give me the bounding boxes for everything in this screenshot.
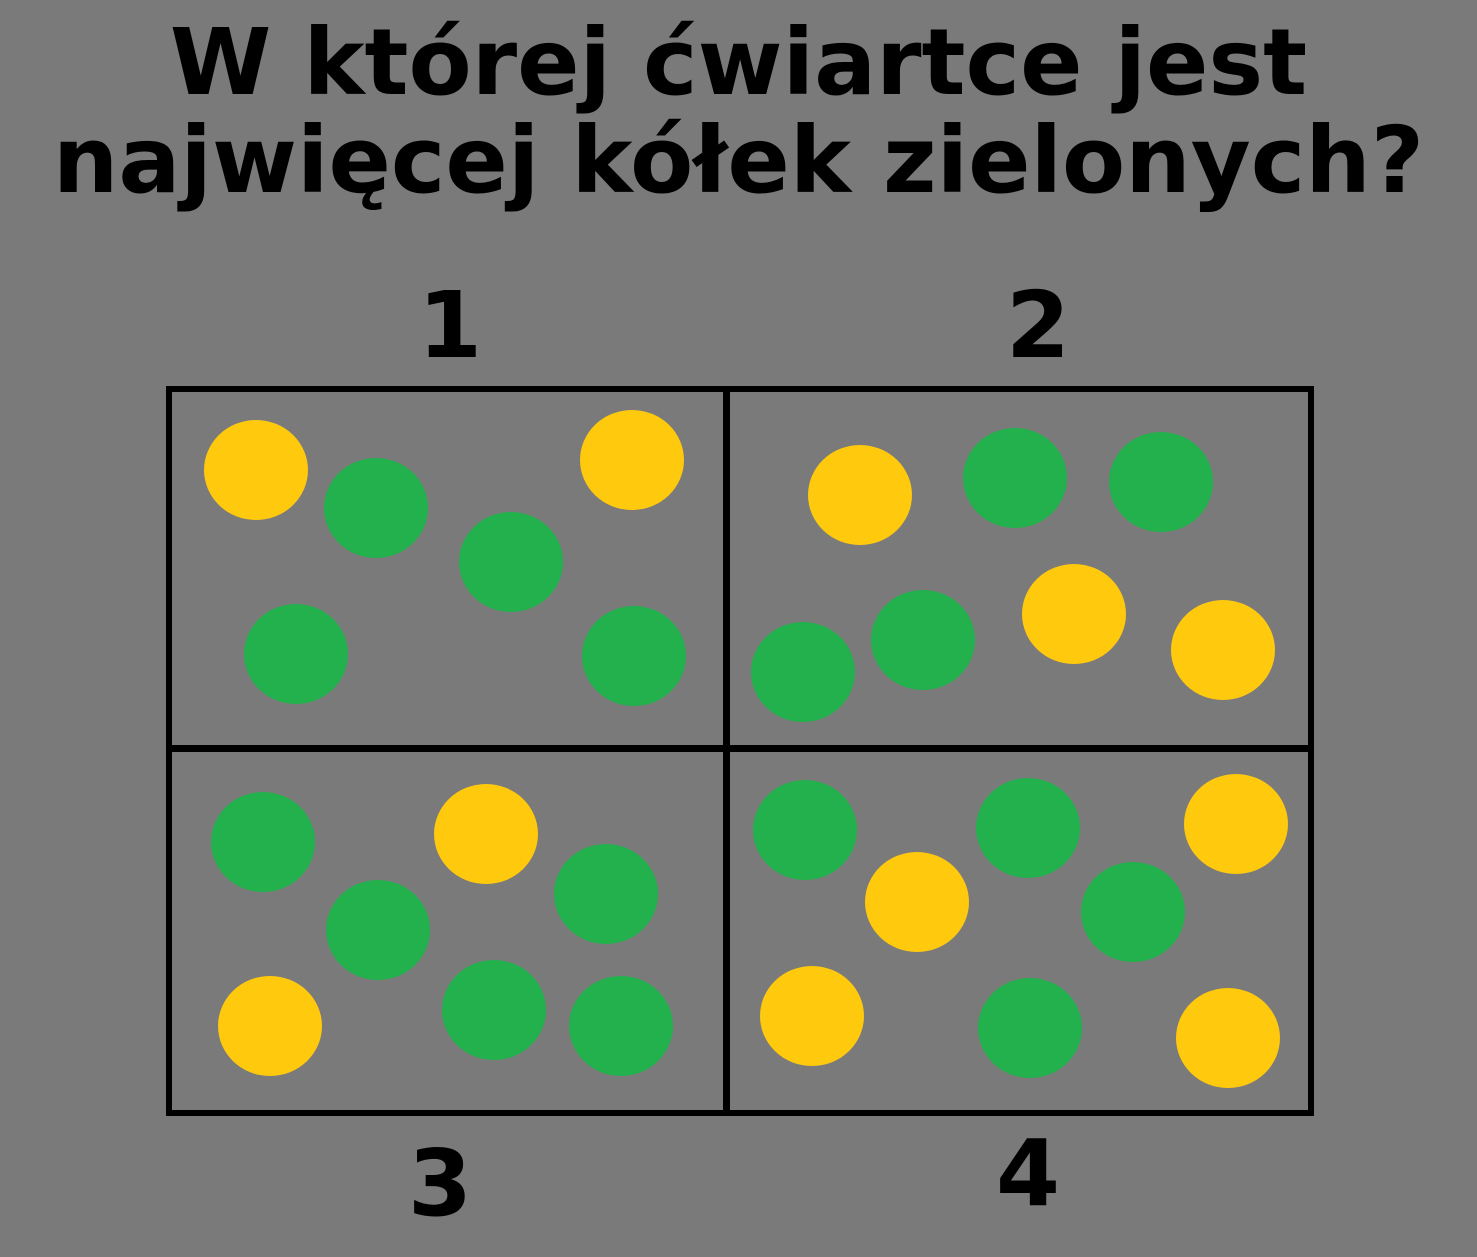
green-circle-4 (582, 606, 686, 706)
green-circle-1 (963, 428, 1067, 528)
green-circle-4 (978, 978, 1082, 1078)
green-circle-3 (1081, 862, 1185, 962)
quadrant-label-4: 4 (995, 1120, 1060, 1227)
horizontal-divider (166, 745, 1314, 752)
yellow-circle-1 (1184, 774, 1288, 874)
question-line-2: najwięcej kółek zielonych? (52, 107, 1425, 214)
yellow-circle-1 (808, 445, 912, 545)
yellow-circle-1 (204, 420, 308, 520)
quadrant-label-3: 3 (407, 1130, 472, 1237)
green-circle-5 (569, 976, 673, 1076)
yellow-circle-2 (580, 410, 684, 510)
yellow-circle-4 (1176, 988, 1280, 1088)
yellow-circle-3 (760, 966, 864, 1066)
yellow-circle-1 (434, 784, 538, 884)
green-circle-2 (976, 778, 1080, 878)
question-title: W której ćwiartce jest najwięcej kółek z… (0, 14, 1477, 210)
quadrant-label-1: 1 (417, 272, 482, 379)
quadrant-label-2: 2 (1005, 272, 1070, 379)
question-line-1: W której ćwiartce jest (169, 9, 1308, 116)
green-circle-4 (751, 622, 855, 722)
green-circle-3 (871, 590, 975, 690)
green-circle-2 (1109, 432, 1213, 532)
quadrant-2[interactable] (730, 392, 1308, 745)
green-circle-2 (554, 844, 658, 944)
green-circle-2 (459, 512, 563, 612)
green-circle-3 (326, 880, 430, 980)
green-circle-1 (753, 780, 857, 880)
yellow-circle-2 (865, 852, 969, 952)
quadrant-3[interactable] (172, 752, 723, 1110)
quadrant-1[interactable] (172, 392, 723, 745)
yellow-circle-2 (218, 976, 322, 1076)
green-circle-3 (244, 604, 348, 704)
green-circle-1 (324, 458, 428, 558)
quadrant-4[interactable] (730, 752, 1308, 1110)
green-circle-1 (211, 792, 315, 892)
yellow-circle-2 (1022, 564, 1126, 664)
yellow-circle-3 (1171, 600, 1275, 700)
green-circle-4 (442, 960, 546, 1060)
